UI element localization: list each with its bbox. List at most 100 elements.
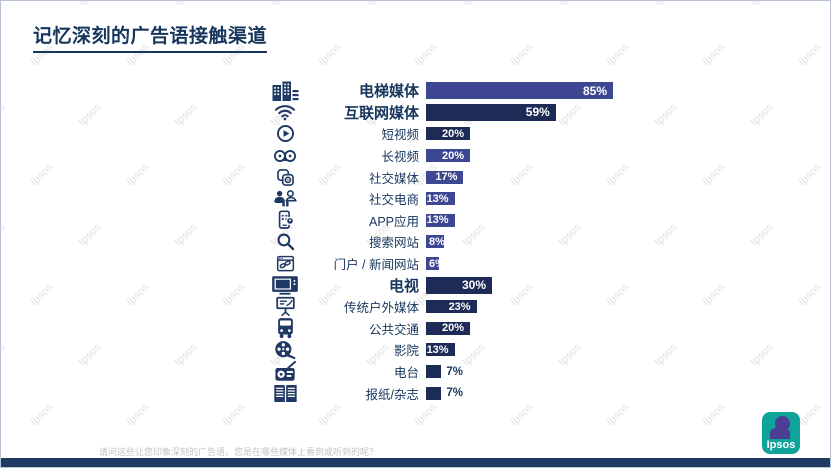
play-video-icon bbox=[265, 124, 305, 143]
watermark-text: Ipsos bbox=[796, 401, 824, 429]
value-label: 13% bbox=[426, 214, 449, 227]
bar bbox=[426, 365, 442, 379]
watermark-text: Ipsos bbox=[508, 41, 536, 69]
watermark-text: Ipsos bbox=[748, 341, 776, 369]
category-label: 互联网媒体 bbox=[343, 104, 419, 122]
ipsos-logo: Ipsos bbox=[762, 412, 800, 454]
social-commerce-icon bbox=[265, 190, 305, 207]
watermark-text: Ipsos bbox=[124, 161, 152, 189]
watermark-text: Ipsos bbox=[316, 41, 344, 69]
category-label: 长视频 bbox=[381, 150, 419, 165]
category-label: 搜索网站 bbox=[368, 236, 419, 251]
wifi-icon bbox=[265, 103, 305, 121]
watermark-text: Ipsos bbox=[653, 1, 680, 9]
watermark-text: Ipsos bbox=[557, 1, 584, 9]
bar: 13% bbox=[426, 343, 455, 357]
watermark-text: Ipsos bbox=[76, 341, 104, 369]
value-label: 23% bbox=[448, 300, 471, 313]
value-label: 30% bbox=[461, 278, 486, 293]
category-label: 电梯媒体 bbox=[358, 83, 419, 101]
chart-row: 互联网媒体 59% bbox=[265, 102, 613, 124]
chart-row: 社交媒体 17% bbox=[265, 166, 613, 188]
bar: 20% bbox=[426, 149, 470, 163]
category-label: 影院 bbox=[393, 344, 419, 359]
bar: 8% bbox=[426, 235, 445, 249]
watermark-text: Ipsos bbox=[796, 281, 824, 309]
watermark-text: Ipsos bbox=[749, 1, 776, 9]
value-label: 13% bbox=[426, 343, 449, 356]
watermark-text: Ipsos bbox=[604, 401, 632, 429]
value-label: 20% bbox=[441, 322, 464, 335]
ipsos-logo-shoulder-icon bbox=[770, 427, 790, 439]
watermark-text: Ipsos bbox=[173, 1, 200, 9]
watermark-text: Ipsos bbox=[28, 161, 56, 189]
bar: 13% bbox=[426, 213, 455, 227]
bar: 6% bbox=[426, 257, 445, 271]
bar: 59% bbox=[426, 103, 556, 121]
value-label: 17% bbox=[435, 171, 458, 184]
chart-row: 报纸/杂志 7% bbox=[265, 382, 613, 404]
value-label: 7% bbox=[446, 387, 464, 400]
cinema-reel-icon bbox=[265, 340, 305, 360]
newspaper-icon bbox=[265, 384, 305, 403]
watermark-text: Ipsos bbox=[76, 101, 104, 129]
value-label: 7% bbox=[446, 365, 464, 378]
buildings-icon bbox=[265, 81, 305, 101]
watermark-text: Ipsos bbox=[652, 101, 680, 129]
watermark-text: Ipsos bbox=[652, 341, 680, 369]
category-label: 报纸/杂志 bbox=[365, 387, 419, 402]
bar: 17% bbox=[426, 170, 464, 184]
watermark-text: Ipsos bbox=[77, 1, 104, 9]
value-label: 85% bbox=[582, 83, 607, 98]
bar bbox=[426, 386, 442, 400]
value-label: 59% bbox=[525, 105, 550, 120]
chart-row: 搜索网站 8% bbox=[265, 231, 613, 253]
value-label: 8% bbox=[429, 235, 445, 248]
slide-title: 记忆深刻的广告语接触渠道 bbox=[33, 21, 268, 53]
watermark-text: Ipsos bbox=[220, 401, 248, 429]
value-label: 6% bbox=[429, 257, 445, 270]
bar: 23% bbox=[426, 300, 477, 314]
watermark-text: Ipsos bbox=[508, 401, 536, 429]
category-label: APP应用 bbox=[368, 214, 419, 229]
bar: 20% bbox=[426, 127, 470, 141]
watermark-text: Ipsos bbox=[748, 101, 776, 129]
film-reels-icon bbox=[265, 148, 305, 164]
category-label: 电视 bbox=[388, 277, 419, 295]
watermark-text: Ipsos bbox=[269, 1, 296, 9]
watermark-text: Ipsos bbox=[796, 41, 824, 69]
watermark-text: Ipsos bbox=[412, 401, 440, 429]
chart-row: 长视频 20% bbox=[265, 145, 613, 167]
chart-row: APP应用 13% bbox=[265, 210, 613, 232]
footnote-question: 请问这些让您印象深刻的广告语，您是在哪些媒体上看到或听到的呢？ bbox=[99, 447, 379, 457]
watermark-text: Ipsos bbox=[0, 221, 8, 249]
watermark-text: Ipsos bbox=[0, 101, 8, 129]
ipsos-logo-text: Ipsos bbox=[766, 439, 796, 451]
watermark-text: Ipsos bbox=[124, 401, 152, 429]
watermark-text: Ipsos bbox=[124, 281, 152, 309]
chart-row: 社交电商 13% bbox=[265, 188, 613, 210]
watermark-text: Ipsos bbox=[412, 41, 440, 69]
watermark-text: Ipsos bbox=[748, 221, 776, 249]
watermark-text: Ipsos bbox=[700, 41, 728, 69]
watermark-text: Ipsos bbox=[172, 341, 200, 369]
bar: 30% bbox=[426, 276, 492, 294]
watermark-text: Ipsos bbox=[28, 401, 56, 429]
watermark-text: Ipsos bbox=[76, 221, 104, 249]
watermark-text: Ipsos bbox=[0, 341, 8, 369]
watermark-text: Ipsos bbox=[700, 161, 728, 189]
footer-strip bbox=[1, 458, 830, 467]
news-portal-icon bbox=[265, 255, 305, 273]
category-label: 公共交通 bbox=[368, 322, 419, 337]
watermark-text: Ipsos bbox=[604, 41, 632, 69]
billboard-icon bbox=[265, 296, 305, 317]
value-label: 20% bbox=[441, 149, 464, 162]
tv-icon bbox=[265, 274, 305, 296]
watermark-text: Ipsos bbox=[220, 281, 248, 309]
category-label: 传统户外媒体 bbox=[343, 301, 419, 316]
watermark-text: Ipsos bbox=[172, 101, 200, 129]
value-label: 13% bbox=[426, 192, 449, 205]
chart-row: 短视频 20% bbox=[265, 123, 613, 145]
watermark-text: Ipsos bbox=[796, 161, 824, 189]
